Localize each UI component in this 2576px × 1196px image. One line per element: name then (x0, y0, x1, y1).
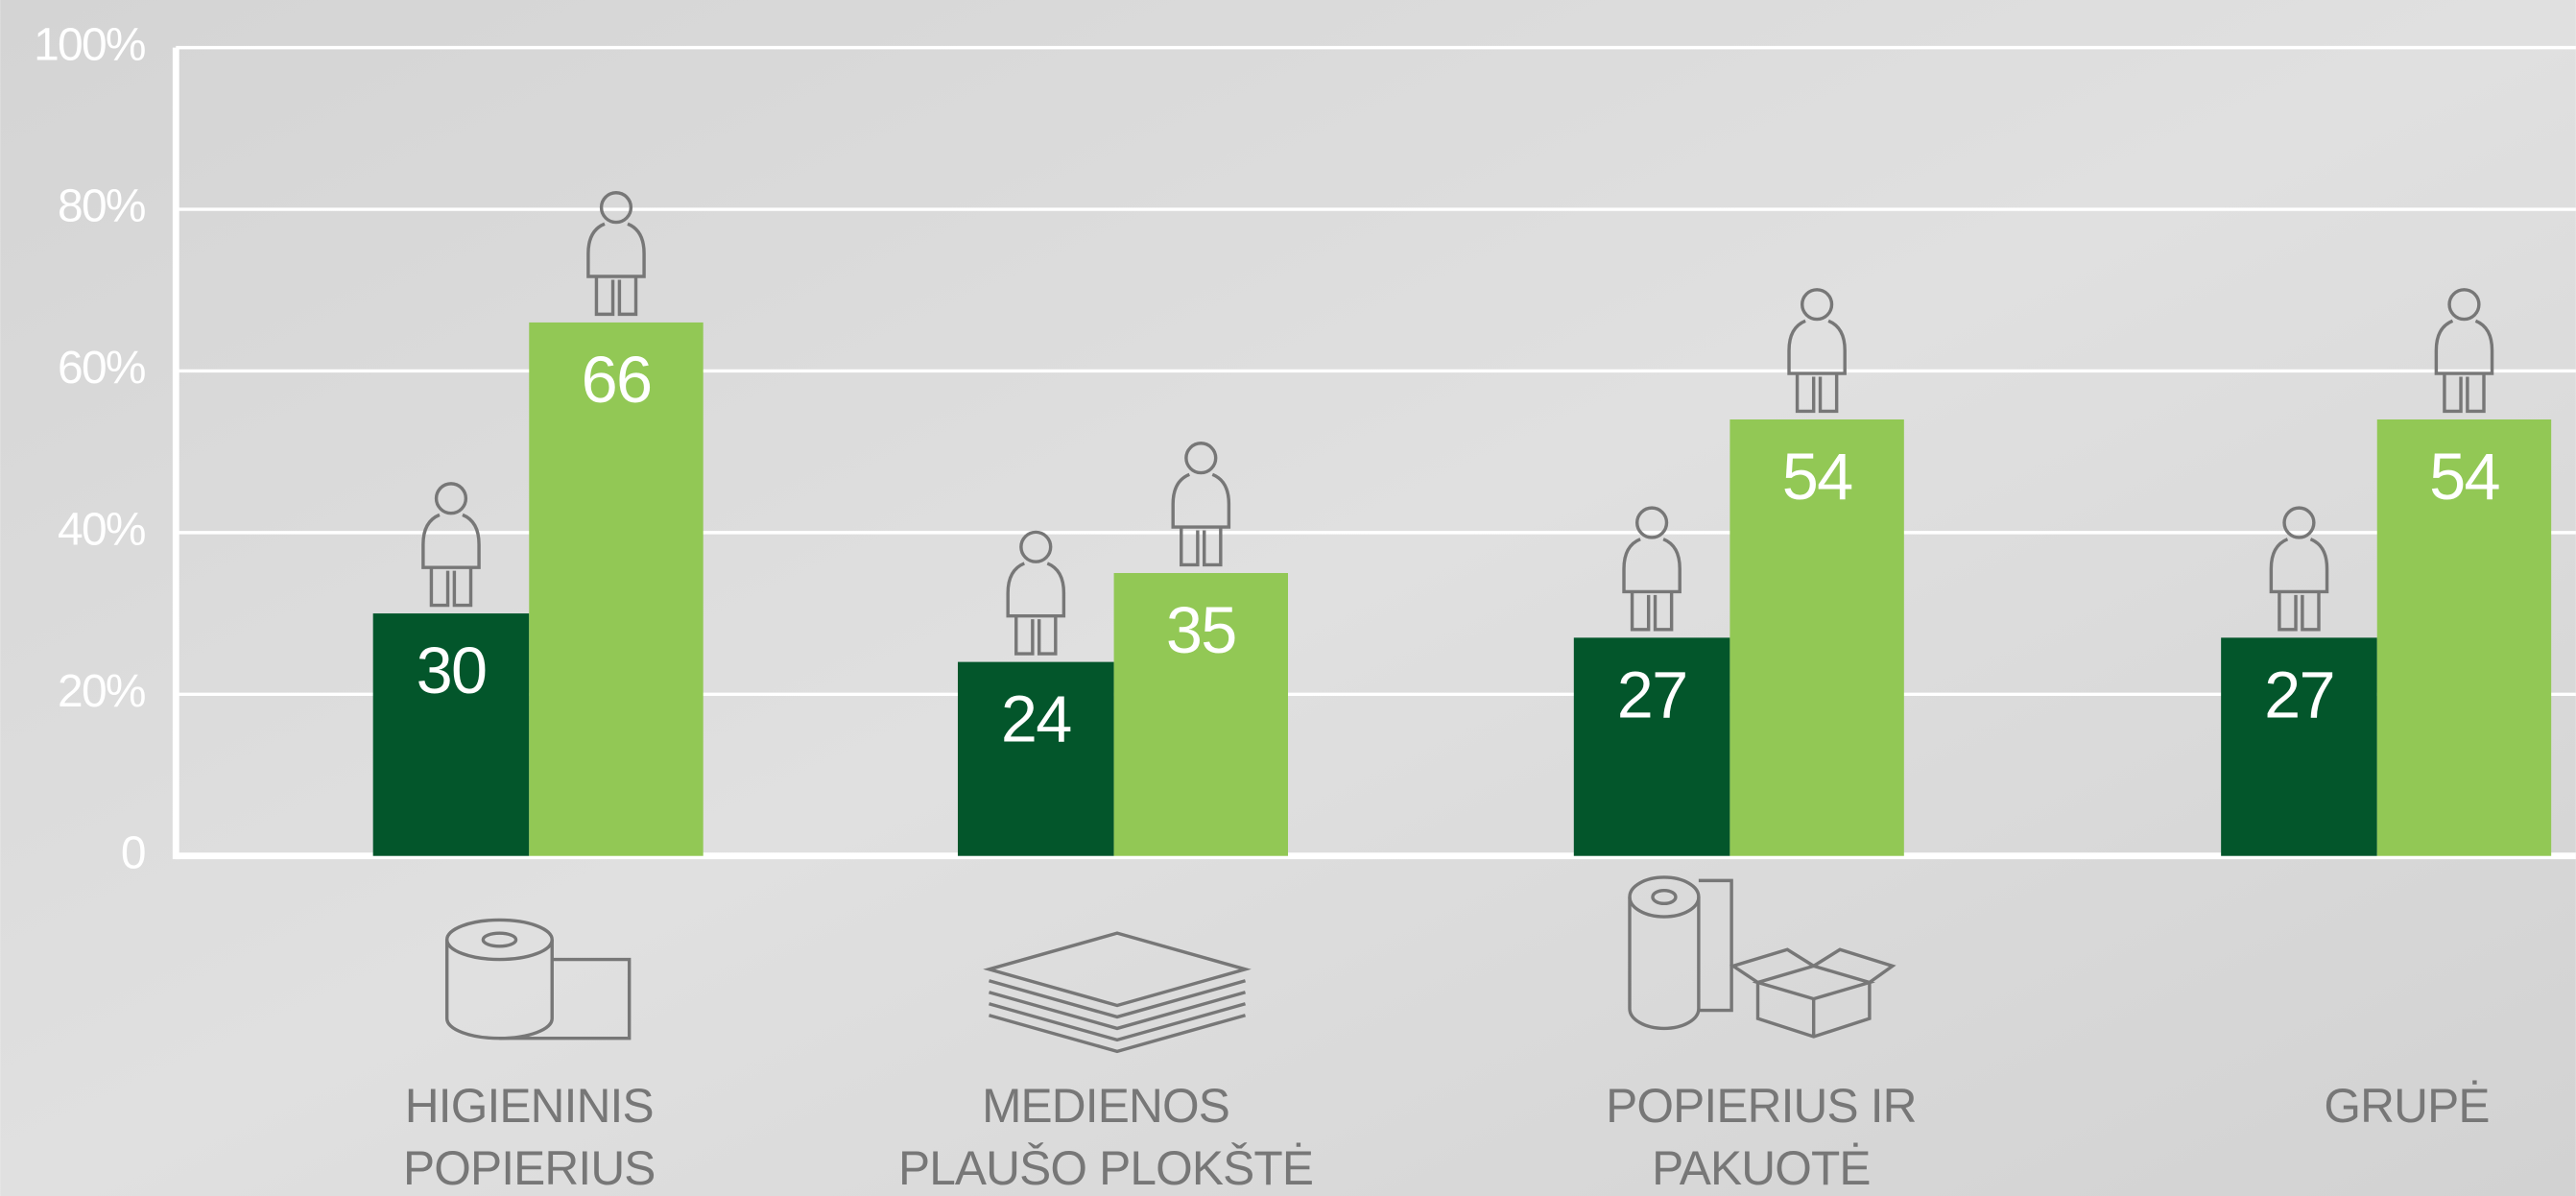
person-icon (1622, 506, 1682, 632)
y-tick-label: 80% (58, 181, 145, 232)
x-tick-label: POPIERIUS IR PAKUOTĖ (1606, 1081, 1917, 1196)
bar (957, 661, 1114, 856)
x-tick-label: HIGIENINIS POPIERIUS (402, 1081, 656, 1196)
person-body (1171, 472, 1231, 567)
person-head (2282, 506, 2316, 539)
value-label: 66 (582, 343, 652, 417)
category-box: HIGIENINIS POPIERIUS (402, 1081, 656, 1196)
person-head (599, 191, 633, 225)
toilet-roll-icon (444, 918, 632, 1041)
bar (372, 613, 530, 856)
bar (1113, 572, 1288, 856)
value-label: 24 (1001, 682, 1071, 756)
bar (2221, 637, 2377, 856)
x-tick-label: GRUPĖ (2324, 1081, 2490, 1134)
category-box: MEDIENOS PLAUŠO PLOKŠTĖ (897, 1081, 1314, 1196)
bar (2376, 419, 2552, 856)
person-icon (2269, 506, 2329, 632)
person-icon (586, 191, 646, 317)
person-body (1622, 538, 1682, 632)
person-icon (1787, 288, 1847, 414)
person-icon (2434, 288, 2494, 414)
person-head (434, 482, 468, 515)
y-tick-label: 100% (34, 19, 145, 70)
y-tick-label: 20% (58, 666, 145, 717)
bar (529, 322, 704, 856)
person-head (1019, 530, 1053, 563)
board-stack-icon (983, 931, 1252, 1054)
person-body (2269, 538, 2329, 632)
person-head (1801, 288, 1834, 322)
y-tick-label: 0 (121, 827, 145, 878)
value-label: 27 (2264, 658, 2334, 731)
y-tick-label: 40% (58, 505, 145, 556)
category-box: GRUPĖ (2324, 1081, 2490, 1134)
x-tick-label: MEDIENOS PLAUŠO PLOKŠTĖ (897, 1081, 1314, 1196)
bar (1573, 637, 1730, 856)
person-icon (421, 482, 481, 608)
person-icon (1006, 530, 1066, 656)
category-box: POPIERIUS IR PAKUOTĖ (1606, 1081, 1917, 1196)
person-body (2434, 319, 2494, 414)
person-body (421, 513, 481, 608)
paper-box-icon (1628, 875, 1896, 1039)
person-head (1184, 442, 1218, 475)
person-head (1634, 506, 1669, 539)
y-tick-label: 60% (58, 343, 145, 394)
person-body (1787, 319, 1847, 414)
person-icon (1171, 442, 1231, 567)
value-label: 30 (417, 634, 487, 707)
bar (1729, 419, 1904, 856)
person-body (586, 222, 646, 317)
person-head (2447, 288, 2481, 322)
value-label: 35 (1166, 593, 1236, 667)
value-label: 54 (1782, 440, 1852, 514)
value-label: 54 (2429, 440, 2499, 514)
person-body (1006, 562, 1066, 656)
value-label: 27 (1617, 658, 1687, 731)
